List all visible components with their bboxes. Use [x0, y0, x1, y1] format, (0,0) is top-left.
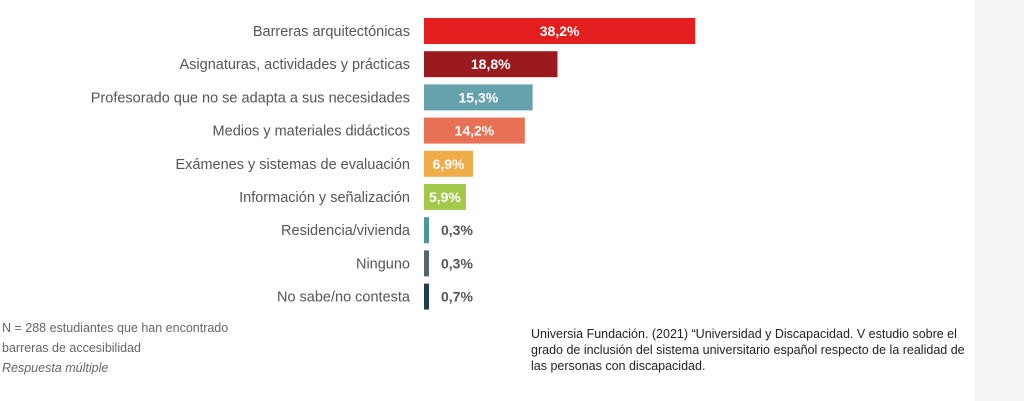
category-label: Profesorado que no se adapta a sus neces…: [91, 90, 410, 106]
bar: [424, 283, 429, 310]
category-label: Información y señalización: [239, 190, 410, 206]
bar: [424, 51, 558, 78]
category-label: Barreras arquitectónicas: [253, 24, 410, 40]
category-label: Asignaturas, actividades y prácticas: [180, 57, 411, 73]
bar: [424, 84, 533, 111]
category-label: Residencia/vivienda: [281, 223, 411, 239]
bar: [424, 117, 525, 144]
side-strip: [975, 0, 1024, 401]
bar: [424, 250, 429, 277]
value-label: 0,3%: [441, 255, 473, 271]
bar: [424, 217, 429, 244]
value-label: 6,9%: [433, 156, 465, 172]
chart-note: N = 288 estudiantes que han encontrado b…: [2, 318, 228, 378]
bar: [424, 150, 473, 177]
note-sample: N = 288 estudiantes que han encontrado: [2, 321, 229, 335]
value-label: 0,3%: [441, 222, 473, 238]
category-label: No sabe/no contesta: [277, 290, 411, 306]
bar: [424, 18, 696, 44]
value-label: 5,9%: [429, 189, 461, 205]
value-label: 14,2%: [455, 123, 495, 139]
category-label: Exámenes y sistemas de evaluación: [175, 157, 410, 173]
source-citation: Universia Fundación. (2021) “Universidad…: [531, 327, 965, 373]
note-multiple: Respuesta múltiple: [2, 361, 109, 375]
value-label: 38,2%: [540, 23, 580, 39]
value-label: 0,7%: [441, 289, 473, 305]
note-sample-cont: barreras de accesibilidad: [2, 341, 141, 355]
bar: [424, 184, 466, 210]
category-label: Ninguno: [356, 256, 410, 272]
value-label: 18,8%: [471, 56, 511, 72]
bar-chart: Barreras arquitectónicas 38,2% Asignaturas…: [91, 18, 696, 310]
category-label: Medios y materiales didácticos: [213, 124, 410, 140]
value-label: 15,3%: [458, 89, 498, 105]
